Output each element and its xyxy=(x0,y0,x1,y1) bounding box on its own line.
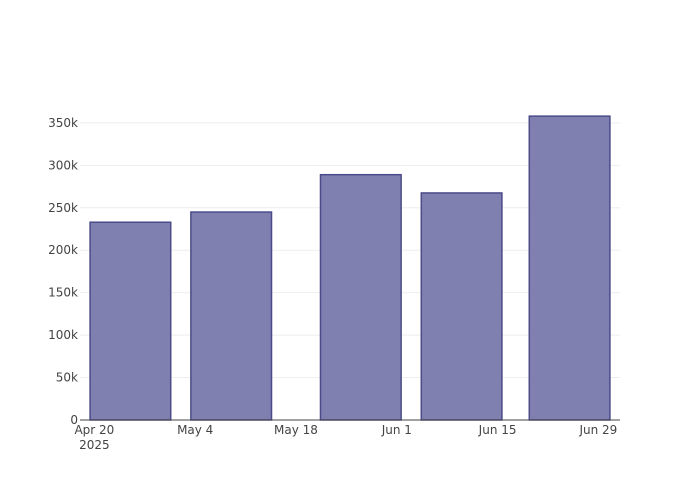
x-tick-label: Apr 20 2025 xyxy=(74,423,114,452)
bar xyxy=(190,211,273,421)
x-tick-label: May 4 xyxy=(177,423,213,437)
bar xyxy=(89,221,172,421)
y-tick-label: 200k xyxy=(48,243,78,257)
y-tick-label: 100k xyxy=(48,328,78,342)
y-tick-label: 350k xyxy=(48,116,78,130)
y-tick-label: 0 xyxy=(70,413,78,427)
x-tick-label: Jun 15 xyxy=(478,423,517,437)
y-tick-label: 150k xyxy=(48,286,78,300)
x-tick-label: Jun 1 xyxy=(381,423,412,437)
y-tick-label: 300k xyxy=(48,158,78,172)
y-tick-label: 250k xyxy=(48,201,78,215)
bar xyxy=(528,115,611,421)
x-tick-label: Jun 29 xyxy=(578,423,617,437)
x-tick-label: May 18 xyxy=(274,423,318,437)
bar xyxy=(319,173,402,421)
bar xyxy=(420,192,503,421)
y-tick-label: 50k xyxy=(56,371,78,385)
